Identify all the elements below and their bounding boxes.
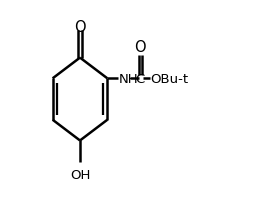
Text: O: O bbox=[134, 40, 146, 55]
Text: OBu-t: OBu-t bbox=[150, 72, 188, 85]
Text: C: C bbox=[136, 72, 145, 85]
Text: OH: OH bbox=[70, 169, 90, 181]
Text: NH: NH bbox=[118, 72, 138, 85]
Text: O: O bbox=[74, 20, 86, 35]
